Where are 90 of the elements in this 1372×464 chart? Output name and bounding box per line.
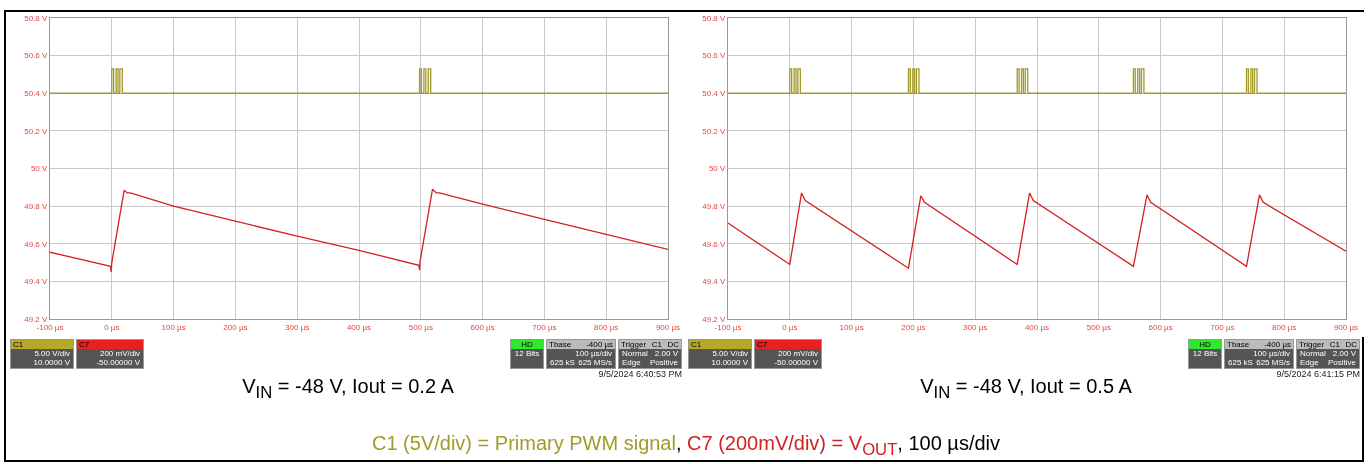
text: Positive <box>1327 358 1356 367</box>
text: Normal <box>1300 349 1326 358</box>
x-tick-label: 900 µs <box>655 322 681 332</box>
x-tick-label: 600 µs <box>470 322 495 332</box>
text: DC <box>667 340 679 349</box>
text: HD <box>1199 340 1211 349</box>
text: 2.00 V <box>1332 349 1356 358</box>
text: , <box>675 432 683 454</box>
x-tick-label: 500 µs <box>408 322 433 332</box>
line-series <box>50 188 668 273</box>
text: -400 µs <box>586 340 613 349</box>
y-tick-label: 50.4 V <box>702 89 727 99</box>
x-tick-label: 100 µs <box>161 322 186 332</box>
text: -400 µs <box>1264 340 1291 349</box>
y-tick-label: 50 V <box>708 164 727 174</box>
text: -50.00000 V <box>774 358 818 367</box>
x-tick-label: 800 µs <box>594 322 619 332</box>
text: C7 <box>757 340 768 349</box>
x-tick-label: 700 µs <box>1210 322 1235 332</box>
x-tick-label: 0 µs <box>782 322 798 332</box>
x-axis-title: V$_{IN}$ = -48 V, Iout = 0.5 A <box>920 375 1132 402</box>
x-tick-label: 400 µs <box>346 322 372 332</box>
y-tick-label: 50.2 V <box>702 126 727 136</box>
y-tick-label: 49.6 V <box>24 239 49 249</box>
text: 100 µs/div <box>575 349 612 358</box>
text: 625 MS/s <box>578 358 612 367</box>
x-tick-label: 900 µs <box>1333 322 1359 332</box>
y-tick-label: 49.6 V <box>702 239 727 249</box>
text: 10.0000 V <box>711 358 748 367</box>
text: C7 (200mV/div) = V$_{OUT}$ <box>687 432 898 459</box>
text: 10.0000 V <box>33 358 70 367</box>
line-series <box>728 192 1346 269</box>
y-tick-label: 50 V <box>30 164 49 174</box>
x-tick-label: 200 µs <box>223 322 248 332</box>
text: C1 <box>13 340 24 349</box>
text: 625 kS <box>550 358 575 367</box>
text: 12 Bits <box>514 349 540 358</box>
x-tick-label: 500 µs <box>1086 322 1111 332</box>
text: Tbase <box>549 340 572 349</box>
text: 9/5/2024 6:41:15 PM <box>1276 369 1360 379</box>
x-tick-label: -100 µs <box>714 322 742 332</box>
text: 100 µs/div <box>1253 349 1290 358</box>
y-tick-label: 50.8 V <box>24 13 49 23</box>
text: 625 MS/s <box>1256 358 1290 367</box>
y-tick-label: 49.8 V <box>24 201 49 211</box>
x-tick-label: 600 µs <box>1148 322 1173 332</box>
y-tick-label: 49.8 V <box>702 201 727 211</box>
y-tick-label: 49.4 V <box>24 277 49 287</box>
y-tick-label: 50.4 V <box>24 89 49 99</box>
text: 2.00 V <box>654 349 678 358</box>
x-tick-label: 400 µs <box>1024 322 1050 332</box>
y-tick-label: 50.6 V <box>24 51 49 61</box>
text: C1 <box>1329 340 1340 349</box>
x-tick-label: 300 µs <box>285 322 310 332</box>
y-tick-label: 50.2 V <box>24 126 49 136</box>
text: Edge <box>1300 358 1319 367</box>
y-tick-label: 49.2 V <box>702 314 727 324</box>
text: C1 (5V/div) = Primary PWM signal <box>371 432 676 454</box>
x-tick-label: 800 µs <box>1272 322 1297 332</box>
text: Normal <box>622 349 648 358</box>
text: DC <box>1345 340 1357 349</box>
text: -50.00000 V <box>96 358 140 367</box>
text: 9/5/2024 6:40:53 PM <box>598 369 682 379</box>
text: C7 <box>79 340 90 349</box>
y-tick-label: 49.4 V <box>702 277 727 287</box>
text: 12 Bits <box>1192 349 1218 358</box>
x-tick-label: 700 µs <box>532 322 557 332</box>
text: C1 <box>691 340 702 349</box>
text: 5.00 V/div <box>34 349 70 358</box>
text: Trigger <box>621 340 647 349</box>
x-tick-label: -100 µs <box>36 322 64 332</box>
text: 5.00 V/div <box>712 349 748 358</box>
y-tick-label: 49.2 V <box>24 314 49 324</box>
text: Edge <box>622 358 641 367</box>
x-tick-label: 100 µs <box>839 322 864 332</box>
x-tick-label: 200 µs <box>901 322 926 332</box>
y-tick-label: 50.8 V <box>702 13 727 23</box>
text: 200 mV/div <box>777 349 818 358</box>
text: , 100 µs/div <box>897 432 1001 454</box>
text: HD <box>521 340 533 349</box>
x-tick-label: 300 µs <box>963 322 988 332</box>
text: C1 <box>651 340 662 349</box>
x-tick-label: 0 µs <box>104 322 120 332</box>
text: Trigger <box>1299 340 1325 349</box>
text: Tbase <box>1227 340 1250 349</box>
text: 625 kS <box>1228 358 1253 367</box>
text: 200 mV/div <box>99 349 140 358</box>
x-axis-title: V$_{IN}$ = -48 V, Iout = 0.2 A <box>242 375 454 402</box>
text: Positive <box>649 358 678 367</box>
y-tick-label: 50.6 V <box>702 51 727 61</box>
